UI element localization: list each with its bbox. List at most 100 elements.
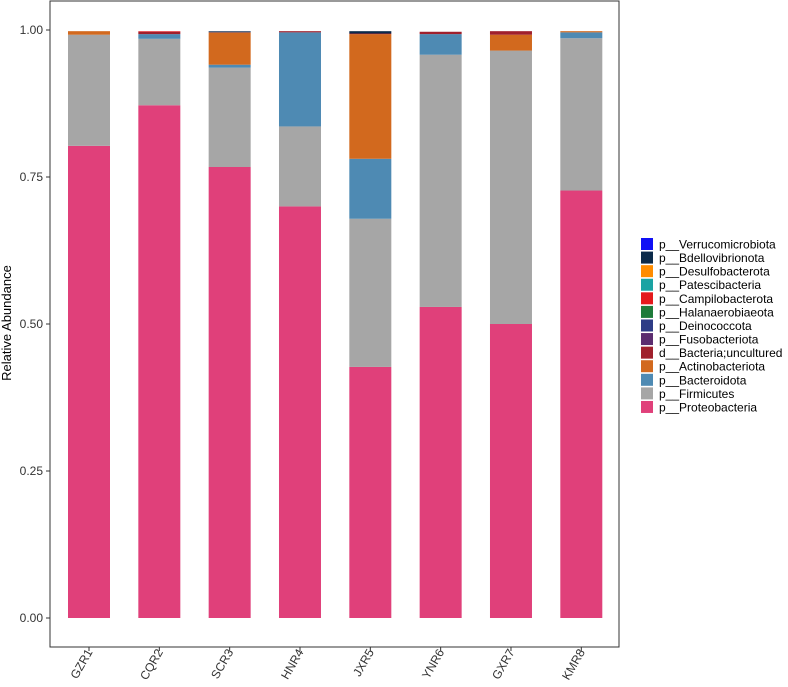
- y-tick-label: 1.00: [20, 23, 44, 37]
- bar-segment-cqr2-p-firmicutes: [138, 38, 181, 106]
- legend-swatch: [641, 319, 653, 332]
- legend-swatch: [641, 400, 653, 413]
- bar-stack-gxr7: [489, 31, 532, 618]
- bar-segment-scr3-p-bdellovibrionota: [208, 31, 251, 32]
- bar-segment-jxr5-p-firmicutes: [349, 218, 392, 367]
- bar-segment-scr3-p-actinobacteriota: [208, 32, 251, 65]
- legend-item: p__Halanaerobiaeota: [641, 305, 774, 319]
- legend-swatch: [641, 373, 653, 386]
- legend-item: p__Actinobacteriota: [641, 360, 765, 374]
- legend-label: p__Desulfobacterota: [659, 265, 770, 279]
- legend-swatch: [641, 360, 653, 373]
- y-axis: 0.00 0.25 0.50 0.75 1.00: [20, 23, 50, 625]
- x-tick-label: CQR2: [137, 646, 166, 682]
- legend-swatch: [641, 387, 653, 400]
- x-tick-label: SCR3: [208, 646, 236, 681]
- bar-segment-ynr6-d-bacteria-uncultured: [419, 31, 462, 35]
- legend-label: p__Campilobacterota: [659, 292, 773, 306]
- x-tick-label: GZR1: [67, 646, 95, 681]
- legend-swatch: [641, 346, 653, 359]
- legend-item: p__Patescibacteria: [641, 278, 761, 292]
- bar-segment-jxr5-p-bacteroidota: [349, 158, 392, 219]
- bar-segment-hnr4-p-firmicutes: [278, 126, 321, 207]
- legend: p__Verrucomicrobiotap__Bdellovibrionotap…: [641, 238, 782, 414]
- legend-label: p__Fusobacteriota: [659, 333, 759, 347]
- legend-label: p__Actinobacteriota: [659, 360, 765, 374]
- x-tick-label: GXR7: [489, 646, 518, 682]
- legend-label: p__Deinococcota: [659, 319, 752, 333]
- bars-layer: [68, 31, 603, 619]
- bar-segment-jxr5-p-proteobacteria: [349, 366, 392, 618]
- bar-segment-kmr8-p-actinobacteriota: [560, 31, 603, 33]
- legend-item: p__Campilobacterota: [641, 292, 773, 306]
- bar-segment-scr3-p-proteobacteria: [208, 167, 251, 618]
- bar-segment-gxr7-p-firmicutes: [489, 50, 532, 325]
- bar-segment-hnr4-p-proteobacteria: [278, 206, 321, 618]
- bar-segment-scr3-p-firmicutes: [208, 67, 251, 168]
- legend-item: d__Bacteria;uncultured: [641, 346, 782, 360]
- y-tick-label: 0.50: [20, 317, 44, 331]
- legend-swatch: [641, 265, 653, 278]
- bar-segment-kmr8-p-bacteroidota: [560, 32, 603, 39]
- legend-item: p__Fusobacteriota: [641, 333, 759, 347]
- legend-swatch: [641, 251, 653, 264]
- bar-segment-hnr4-d-bacteria-uncultured: [278, 31, 321, 33]
- bar-stack-jxr5: [349, 31, 392, 618]
- bar-segment-hnr4-p-bacteroidota: [278, 32, 321, 127]
- legend-item: p__Deinococcota: [641, 319, 752, 333]
- legend-swatch: [641, 333, 653, 346]
- bar-segment-scr3-p-deinococcota: [208, 31, 251, 33]
- x-axis: GZR1 CQR2 SCR3 HNR4 JXR5 YNR6 GXR7 KMR8: [67, 646, 588, 682]
- legend-swatch: [641, 238, 653, 250]
- bar-segment-cqr2-p-campilobacterota: [138, 31, 181, 32]
- bar-segment-jxr5-p-actinobacteriota: [349, 34, 392, 159]
- y-tick-label: 0.25: [20, 464, 44, 478]
- bar-segment-kmr8-p-proteobacteria: [560, 190, 603, 619]
- bar-segment-ynr6-p-bacteroidota: [419, 34, 462, 55]
- bar-segment-cqr2-d-bacteria-uncultured: [138, 31, 181, 35]
- y-tick-label: 0.75: [20, 170, 44, 184]
- bar-segment-ynr6-p-firmicutes: [419, 54, 462, 307]
- bar-segment-gzr1-p-actinobacteriota: [68, 31, 110, 35]
- bar-segment-cqr2-p-bacteroidota: [138, 34, 181, 39]
- legend-swatch: [641, 292, 653, 305]
- bar-stack-ynr6: [419, 31, 462, 618]
- bar-segment-jxr5-p-bdellovibrionota: [349, 31, 392, 34]
- legend-swatch: [641, 305, 653, 318]
- legend-label: p__Firmicutes: [659, 387, 734, 401]
- bar-stack-cqr2: [138, 31, 181, 619]
- legend-label: p__Bacteroidota: [659, 373, 747, 387]
- bar-segment-jxr5-d-bacteria-uncultured: [349, 33, 392, 35]
- bar-segment-gxr7-d-bacteria-uncultured: [489, 31, 532, 35]
- legend-item: p__Proteobacteria: [641, 400, 757, 414]
- bar-segment-gxr7-p-actinobacteriota: [489, 34, 532, 51]
- x-tick-label: HNR4: [278, 646, 307, 682]
- legend-label: d__Bacteria;uncultured: [659, 346, 782, 360]
- bar-segment-gzr1-p-firmicutes: [68, 34, 110, 146]
- bar-stack-hnr4: [278, 31, 321, 618]
- x-tick-label: JXR5: [350, 646, 377, 679]
- legend-swatch: [641, 278, 653, 291]
- bar-segment-kmr8-p-firmicutes: [560, 38, 603, 191]
- y-tick-label: 0.00: [20, 611, 44, 625]
- legend-item: p__Firmicutes: [641, 387, 734, 401]
- legend-label: p__Bdellovibrionota: [659, 251, 765, 265]
- x-tick-label: YNR6: [419, 646, 447, 681]
- legend-item: p__Verrucomicrobiota: [641, 238, 776, 252]
- bar-stack-gzr1: [68, 31, 110, 618]
- bar-stack-scr3: [208, 31, 251, 618]
- bar-segment-gzr1-p-proteobacteria: [68, 145, 110, 618]
- x-tick-label: KMR8: [559, 646, 588, 682]
- legend-item: p__Bacteroidota: [641, 373, 747, 387]
- legend-label: p__Patescibacteria: [659, 278, 761, 292]
- legend-label: p__Verrucomicrobiota: [659, 238, 776, 252]
- legend-item: p__Bdellovibrionota: [641, 251, 765, 265]
- legend-label: p__Halanaerobiaeota: [659, 305, 774, 319]
- legend-label: p__Proteobacteria: [659, 400, 757, 414]
- bar-segment-gxr7-p-proteobacteria: [489, 324, 532, 618]
- bar-stack-kmr8: [560, 31, 603, 619]
- bar-segment-cqr2-p-proteobacteria: [138, 105, 181, 619]
- plot-panel-border: [49, 0, 620, 648]
- legend-item: p__Desulfobacterota: [641, 265, 770, 279]
